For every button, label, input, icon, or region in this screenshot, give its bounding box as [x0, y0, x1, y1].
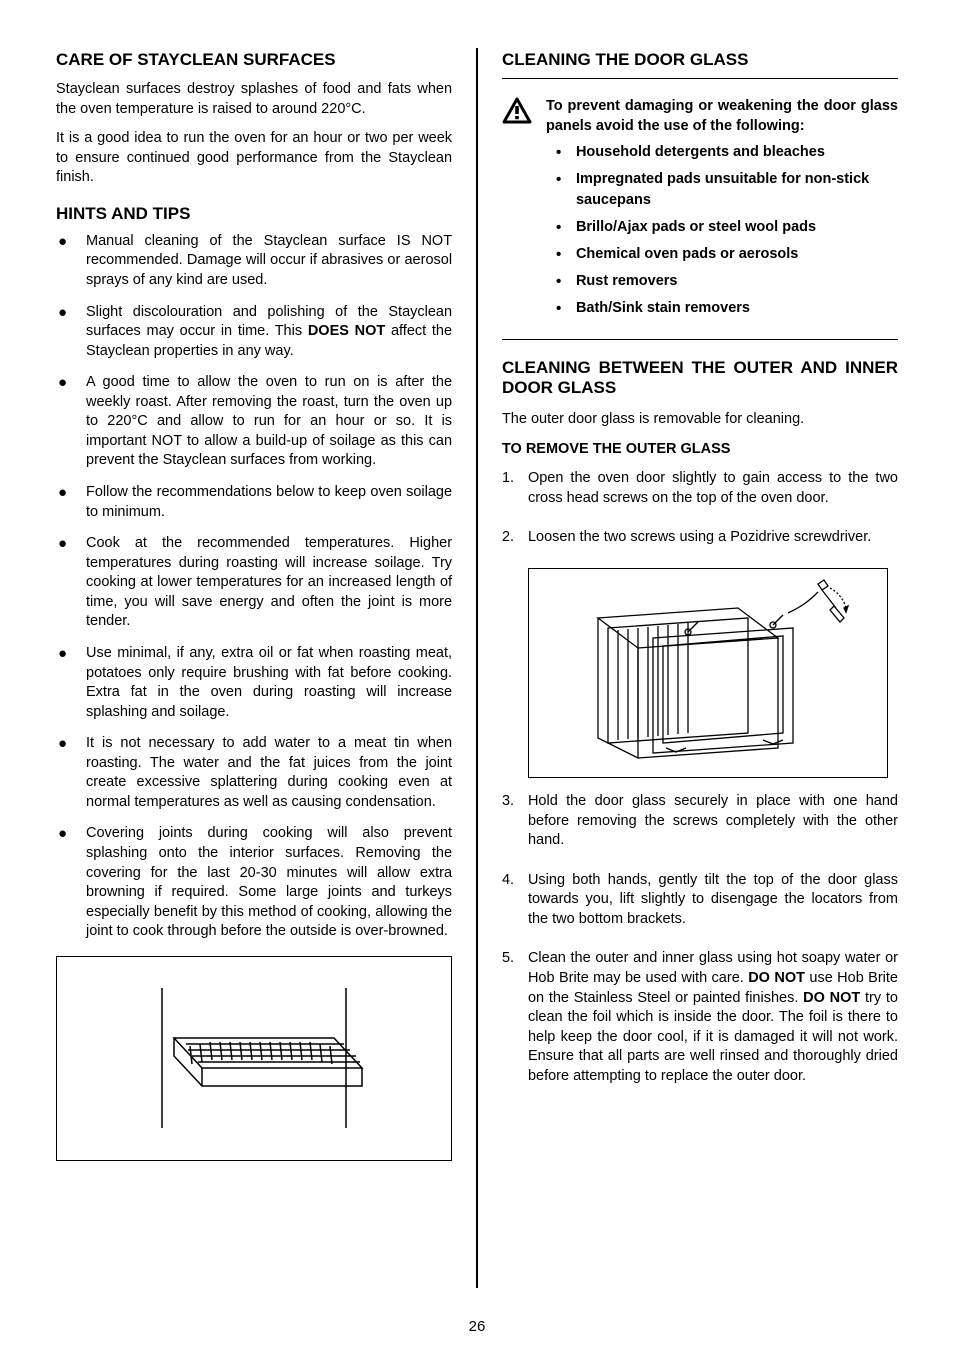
tip-item: A good time to allow the oven to run on …	[56, 373, 452, 471]
tip-item: Follow the recommendations below to keep…	[56, 483, 452, 522]
steps-list-cont: Hold the door glass securely in place wi…	[502, 792, 898, 1086]
avoid-item: Household detergents and bleaches	[546, 142, 898, 163]
tip-text: Cook at the recommended temperatures. Hi…	[86, 535, 452, 629]
warning-block: To prevent damaging or weakening the doo…	[502, 97, 898, 325]
rule-top	[502, 78, 898, 79]
para-stayclean-intro: Stayclean surfaces destroy splashes of f…	[56, 80, 452, 119]
heading-hints-tips: HINTS AND TIPS	[56, 204, 452, 224]
step-text: Using both hands, gently tilt the top of…	[528, 872, 898, 927]
door-illustration-frame	[528, 568, 888, 778]
tip-item: Use minimal, if any, extra oil or fat wh…	[56, 644, 452, 722]
tip-item: Cook at the recommended temperatures. Hi…	[56, 534, 452, 632]
tip-text: Manual cleaning of the Stayclean surface…	[86, 233, 452, 288]
step-item: Loosen the two screws using a Pozidrive …	[502, 528, 898, 548]
warning-text: To prevent damaging or weakening the doo…	[546, 97, 898, 325]
avoid-item: Impregnated pads unsuitable for non-stic…	[546, 169, 898, 211]
tip-text: It is not necessary to add water to a me…	[86, 735, 452, 810]
tip-text: Covering joints during cooking will also…	[86, 825, 452, 939]
avoid-text: Rust removers	[576, 273, 678, 289]
step5-bold2: DO NOT	[803, 990, 860, 1006]
tip-item: Slight discolouration and polishing of t…	[56, 303, 452, 362]
tip-text: Use minimal, if any, extra oil or fat wh…	[86, 645, 452, 720]
avoid-item: Chemical oven pads or aerosols	[546, 244, 898, 265]
avoid-list: Household detergents and bleaches Impreg…	[546, 142, 898, 319]
avoid-text: Chemical oven pads or aerosols	[576, 246, 798, 262]
step-item: Using both hands, gently tilt the top of…	[502, 871, 898, 930]
heading-care-stayclean: CARE OF STAYCLEAN SURFACES	[56, 50, 452, 70]
hints-tips-list: Manual cleaning of the Stayclean surface…	[56, 232, 452, 942]
steps-list: Open the oven door slightly to gain acce…	[502, 469, 898, 548]
heading-cleaning-between-glass: CLEANING BETWEEN THE OUTER AND INNER DOO…	[502, 358, 898, 398]
page-number: 26	[0, 1318, 954, 1335]
step-text: Loosen the two screws using a Pozidrive …	[528, 529, 871, 545]
step-text: Open the oven door slightly to gain acce…	[528, 470, 898, 506]
subhead-remove-outer: TO REMOVE THE OUTER GLASS	[502, 440, 898, 460]
avoid-text: Bath/Sink stain removers	[576, 300, 750, 316]
bold-phrase: DOES NOT	[308, 323, 385, 339]
step5-bold1: DO NOT	[748, 970, 805, 986]
avoid-text: Household detergents and bleaches	[576, 144, 825, 160]
avoid-text: Impregnated pads unsuitable for non-stic…	[576, 171, 869, 208]
right-column: CLEANING THE DOOR GLASS To prevent damag…	[502, 40, 898, 1308]
warning-header-text: To prevent damaging or weakening the doo…	[546, 97, 898, 136]
step-text: Hold the door glass securely in place wi…	[528, 793, 898, 848]
para-stayclean-run: It is a good idea to run the oven for an…	[56, 129, 452, 188]
two-column-layout: CARE OF STAYCLEAN SURFACES Stayclean sur…	[56, 40, 898, 1308]
heading-cleaning-door-glass: CLEANING THE DOOR GLASS	[502, 50, 898, 70]
warning-icon	[502, 97, 534, 325]
step-item: Open the oven door slightly to gain acce…	[502, 469, 898, 508]
column-divider	[476, 48, 478, 1288]
step-item: Hold the door glass securely in place wi…	[502, 792, 898, 851]
tip-item: It is not necessary to add water to a me…	[56, 734, 452, 812]
step-item: Clean the outer and inner glass using ho…	[502, 949, 898, 1086]
tip-text: A good time to allow the oven to run on …	[86, 374, 452, 468]
left-column: CARE OF STAYCLEAN SURFACES Stayclean sur…	[56, 40, 452, 1308]
door-drawing	[548, 578, 868, 768]
tip-text: Slight discolouration and polishing of t…	[86, 304, 452, 359]
avoid-item: Bath/Sink stain removers	[546, 298, 898, 319]
tip-text: Follow the recommendations below to keep…	[86, 484, 452, 520]
para-outer-removable: The outer door glass is removable for cl…	[502, 410, 898, 430]
tray-illustration-frame	[56, 956, 452, 1161]
step-text: Clean the outer and inner glass using ho…	[528, 950, 898, 1083]
tip-item: Manual cleaning of the Stayclean surface…	[56, 232, 452, 291]
tray-drawing	[104, 978, 404, 1138]
avoid-item: Brillo/Ajax pads or steel wool pads	[546, 217, 898, 238]
tip-item: Covering joints during cooking will also…	[56, 824, 452, 941]
avoid-item: Rust removers	[546, 271, 898, 292]
page-root: CARE OF STAYCLEAN SURFACES Stayclean sur…	[0, 0, 954, 1351]
rule-mid	[502, 339, 898, 340]
avoid-text: Brillo/Ajax pads or steel wool pads	[576, 219, 816, 235]
